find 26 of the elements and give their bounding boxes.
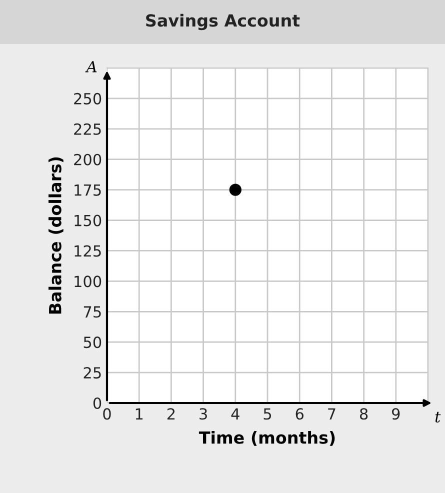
y-tick-label: 75 bbox=[84, 306, 101, 318]
y-tick-label: 150 bbox=[74, 214, 102, 226]
chart-title: Savings Account bbox=[146, 14, 300, 30]
y-tick-label: 200 bbox=[74, 154, 102, 166]
x-tick-label: 6 bbox=[296, 408, 304, 420]
x-tick-label: 8 bbox=[360, 408, 368, 420]
x-tick-label: 5 bbox=[264, 408, 272, 420]
y-tick-label: 125 bbox=[74, 245, 101, 257]
y-tick-label: 225 bbox=[74, 123, 101, 135]
y-tick-label: 175 bbox=[74, 184, 101, 196]
y-tick-label: 100 bbox=[74, 276, 102, 288]
x-tick-label: 4 bbox=[231, 408, 240, 420]
y-tick-label: 25 bbox=[84, 367, 101, 379]
x-tick-label: 9 bbox=[392, 408, 400, 420]
x-axis-title: Time (months) bbox=[198, 430, 335, 446]
x-tick-label: 7 bbox=[328, 408, 336, 420]
y-tick-label: 50 bbox=[84, 336, 102, 348]
text: A bbox=[85, 61, 97, 72]
x-tick-label: 2 bbox=[167, 408, 175, 420]
x-tick-label: 1 bbox=[136, 408, 143, 420]
x-tick-label: 0 bbox=[103, 408, 111, 420]
x-tick-label: 3 bbox=[200, 408, 207, 420]
text: t bbox=[435, 412, 441, 423]
y-tick-label: 250 bbox=[74, 92, 102, 104]
y-tick-label: 0 bbox=[93, 397, 102, 410]
y-axis-title: Balance (dollars) bbox=[48, 157, 64, 314]
